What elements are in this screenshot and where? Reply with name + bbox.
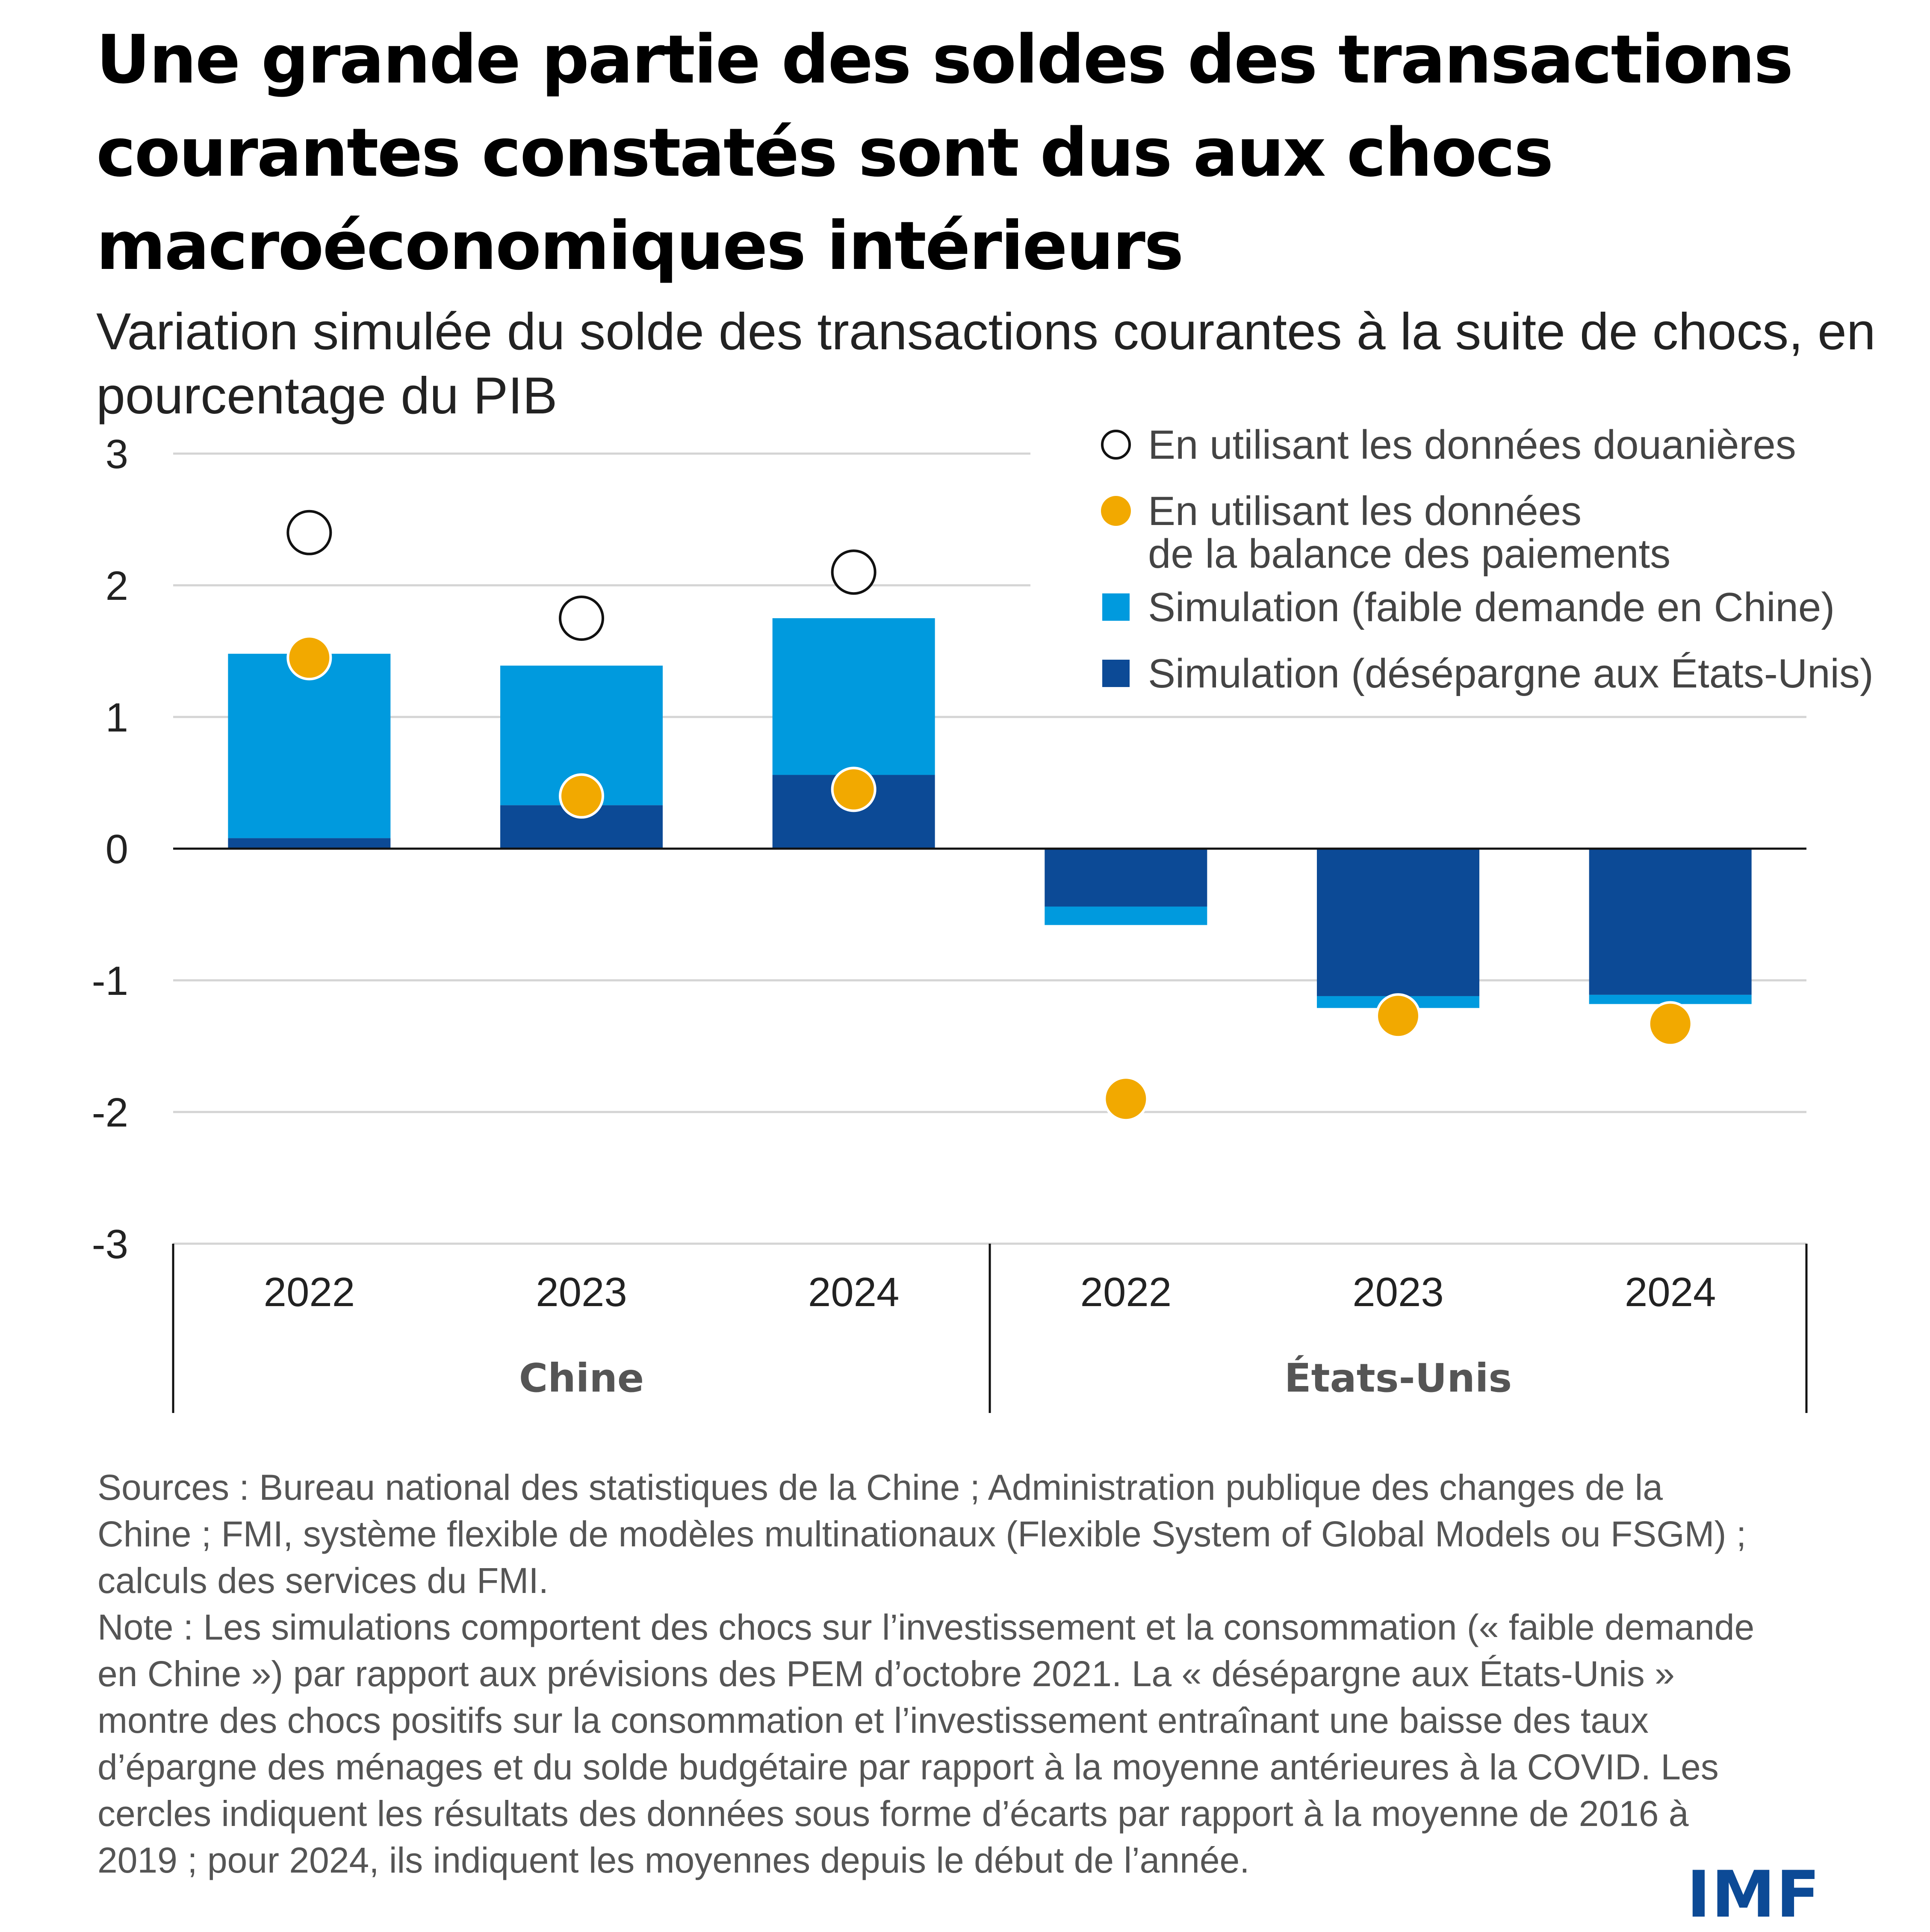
- legend-swatch: [1101, 496, 1131, 526]
- x-tick-label: 2024: [1625, 1269, 1716, 1315]
- bar-segment: [1589, 994, 1752, 1004]
- legend-label: de la balance des paiements: [1148, 531, 1670, 577]
- legend-swatch: [1102, 660, 1130, 687]
- bar-segment: [1045, 906, 1207, 925]
- legend-swatch: [1101, 430, 1131, 460]
- legend-label: En utilisant les données: [1148, 488, 1582, 534]
- note-text: Note : Les simulations comportent des ch…: [97, 1607, 1755, 1880]
- x-tick-label: 2022: [1080, 1269, 1172, 1315]
- y-tick-label: 0: [106, 826, 128, 872]
- legend-label: En utilisant les données douanières: [1148, 422, 1796, 468]
- bar-segment: [772, 618, 935, 775]
- y-tick-label: -2: [92, 1090, 128, 1136]
- y-tick-label: -1: [92, 958, 128, 1004]
- imf-logo: IMF: [1687, 1858, 1821, 1932]
- y-tick-label: 2: [106, 563, 128, 609]
- x-tick-label: 2023: [536, 1269, 627, 1315]
- chart-subtitle: Variation simulée du solde des transacti…: [96, 302, 1876, 425]
- bop-data-marker: [1375, 993, 1421, 1039]
- sources-text: Sources : Bureau national des statistiqu…: [97, 1467, 1747, 1601]
- bop-data-marker: [1103, 1076, 1149, 1122]
- axes: 3 2 1 0 -1 -2 -3 2022 2023 2024 2022 2023 2024 Chine É…: [92, 431, 1808, 1413]
- bop-data-marker: [286, 635, 332, 681]
- chart-notes: Sources : Bureau national des statistiqu…: [97, 1464, 1765, 1884]
- bar-segment: [1589, 849, 1752, 995]
- chart-title: Une grande partie des soldes des transac…: [96, 21, 1794, 285]
- customs-data-marker: [286, 510, 332, 555]
- x-tick-label: 2023: [1352, 1269, 1444, 1315]
- bar-segment: [1045, 849, 1207, 907]
- legend-label: Simulation (faible demande en Chine): [1148, 584, 1835, 630]
- bop-data-marker: [831, 767, 876, 812]
- y-tick-label: -3: [92, 1221, 128, 1267]
- bop-data-marker: [559, 773, 604, 819]
- group-label: États-Unis: [1284, 1355, 1512, 1401]
- customs-data-marker: [831, 549, 876, 595]
- y-tick-label: 1: [106, 695, 128, 740]
- bar-segment: [228, 654, 391, 838]
- x-tick-label: 2024: [808, 1269, 900, 1315]
- bars: [228, 618, 1752, 1008]
- legend: En utilisant les données douanières En ut…: [1101, 422, 1874, 696]
- bar-segment: [228, 838, 391, 849]
- legend-swatch: [1102, 593, 1130, 621]
- bar-segment: [1317, 849, 1479, 996]
- x-tick-label: 2022: [264, 1269, 355, 1315]
- legend-label: Simulation (désépargne aux États-Unis): [1148, 651, 1874, 696]
- bop-data-marker: [1647, 1001, 1693, 1047]
- stacked-bar-chart: 3 2 1 0 -1 -2 -3 2022 2023 2024 2022 2023 2024 Chine É…: [92, 422, 1874, 1413]
- markers: [286, 510, 1693, 1122]
- group-label: Chine: [519, 1355, 644, 1401]
- customs-data-marker: [559, 596, 604, 641]
- y-tick-label: 3: [106, 431, 128, 477]
